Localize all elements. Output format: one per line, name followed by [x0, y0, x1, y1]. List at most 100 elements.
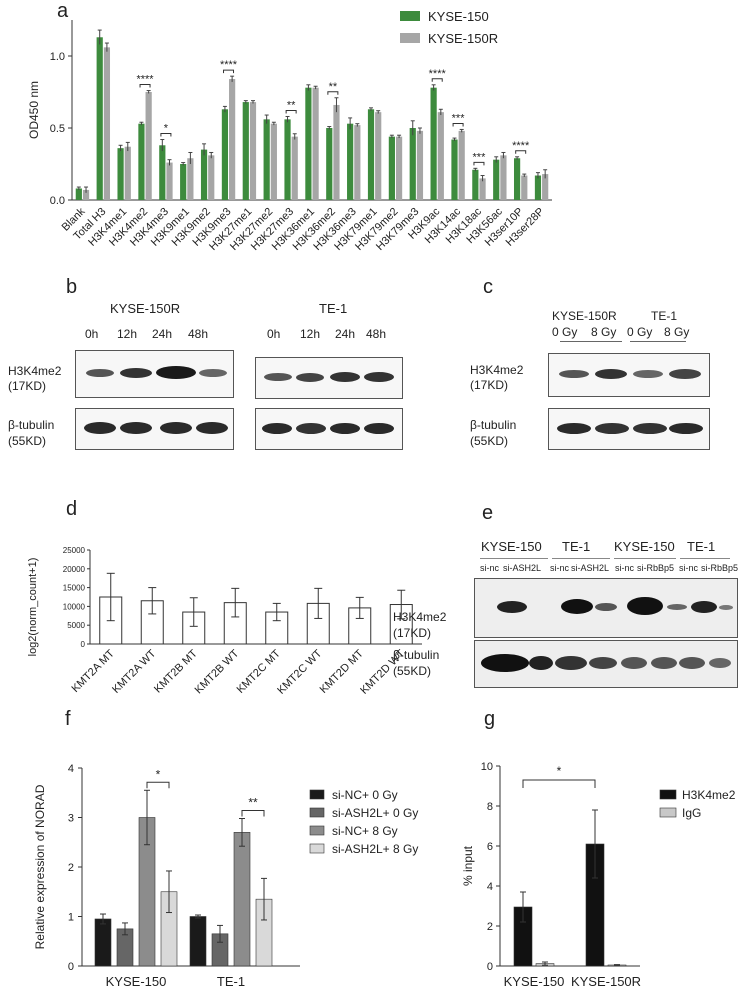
a-sig-bracket: [452, 122, 464, 127]
panel-e-label: e: [482, 502, 494, 524]
blot-b-right-tubulin: [255, 408, 403, 450]
blot-b-left-tubulin: [75, 408, 234, 450]
panel-c-row1-label: H3K4me2: [470, 363, 524, 377]
panel-b-time: 48h: [188, 327, 209, 341]
blot-e-tubulin: [474, 640, 738, 688]
a-bar: [500, 155, 507, 200]
g-y-tick-label: 4: [487, 881, 493, 893]
a-sig-label: ***: [452, 112, 466, 124]
panel-c-dose: 8 Gy: [664, 325, 690, 339]
f-x-tick-label: TE-1: [217, 974, 245, 989]
a-legend-label: KYSE-150: [428, 9, 489, 24]
panel-c-label: c: [483, 276, 493, 298]
panel-b-time: 0h: [267, 327, 281, 341]
a-bar: [472, 169, 479, 200]
a-sig-bracket: [431, 78, 443, 82]
a-bar: [263, 119, 270, 200]
a-bar: [103, 47, 111, 200]
g-y-axis-label: % input: [461, 845, 475, 886]
g-y-tick-label: 10: [481, 761, 493, 773]
panel-e-group: TE-1: [562, 539, 591, 554]
panel-b-row2-kd: (55KD): [8, 434, 47, 448]
f-y-axis-label: Relative expression of NORAD: [33, 784, 47, 949]
a-bar: [138, 123, 145, 200]
a-sig-bracket: [160, 133, 172, 137]
a-y-axis-label: OD450 nm: [27, 81, 41, 139]
f-bar: [233, 832, 251, 967]
a-bar: [437, 112, 444, 200]
blot-c-h3k4me2: [548, 353, 710, 397]
panel-c-group: KYSE-150R: [552, 309, 617, 323]
f-legend-label: si-ASH2L+ 8 Gy: [332, 842, 418, 856]
a-bar: [187, 158, 194, 200]
panel-b-time: 12h: [300, 327, 321, 341]
a-bar: [326, 128, 333, 200]
a-bar: [534, 175, 542, 200]
d-y-axis-label: log2(norm_count+1): [27, 558, 39, 657]
g-legend-label: H3K4me2: [682, 788, 736, 802]
g-y-tick-label: 8: [487, 801, 493, 813]
panel-e-row2-label: β-tubulin: [393, 648, 440, 662]
a-bar: [270, 123, 277, 200]
g-y-tick-label: 2: [487, 921, 493, 933]
panel-d-label: d: [66, 498, 78, 520]
a-sig-label: ****: [429, 68, 447, 80]
panel-f-chart: 0 1 2 3 4 Relative expression of NORAD KYSE-15…: [33, 763, 418, 989]
g-sig-bracket: [522, 779, 596, 788]
panel-c-dose: 0 Gy: [552, 325, 578, 339]
a-bar: [242, 102, 249, 200]
a-bar: [409, 128, 416, 200]
d-y-tick-label: 20000: [63, 565, 86, 574]
f-legend-label: si-NC+ 8 Gy: [332, 824, 398, 838]
a-bar: [82, 189, 90, 200]
a-bar: [513, 158, 521, 200]
d-y-tick-label: 5000: [67, 621, 85, 630]
a-y-tick-label: 0.0: [50, 195, 65, 207]
a-legend-label: KYSE-150R: [428, 31, 498, 46]
a-sig-label: ***: [473, 151, 487, 163]
g-legend-swatch: [659, 789, 677, 800]
a-bar: [395, 136, 403, 200]
g-legend-swatch: [659, 807, 677, 818]
panel-e-row1-kd: (17KD): [393, 626, 432, 640]
panel-c-dose: 0 Gy: [627, 325, 653, 339]
a-bar: [221, 109, 229, 200]
a-bar: [229, 79, 236, 200]
panel-e-lane: si-nc: [615, 563, 635, 573]
a-bar: [208, 155, 215, 200]
panel-e-lane: si-ASH2L: [503, 563, 542, 573]
panel-a-label: a: [57, 0, 69, 22]
a-bar: [354, 125, 361, 200]
a-bar: [430, 87, 437, 200]
f-bar: [189, 916, 207, 967]
a-bar: [388, 136, 395, 200]
a-sig-bracket: [515, 150, 527, 154]
a-bar: [284, 119, 291, 200]
panel-c-underline: [630, 341, 686, 342]
f-y-tick-label: 0: [68, 961, 74, 973]
panel-e-lane: si-RbBp5: [637, 563, 675, 573]
a-y-tick-label: 1.0: [50, 51, 65, 63]
panel-c-underline: [560, 341, 622, 342]
d-y-tick-label: 10000: [63, 602, 86, 611]
d-x-tick-label: KMT2B WT: [193, 647, 242, 696]
a-sig-bracket: [139, 84, 151, 88]
a-bar: [124, 146, 131, 200]
panel-b-time: 24h: [335, 327, 356, 341]
a-sig-label: *: [164, 123, 169, 135]
a-bar: [117, 148, 124, 200]
blot-c-tubulin: [548, 408, 710, 450]
f-y-tick-label: 4: [68, 763, 74, 775]
panel-c-row2-label: β-tubulin: [470, 418, 517, 432]
f-legend-swatch: [309, 807, 325, 818]
f-legend-label: si-ASH2L+ 0 Gy: [332, 806, 418, 820]
a-bar: [451, 139, 458, 200]
a-bar: [166, 162, 173, 200]
d-y-tick-label: 25000: [63, 546, 86, 555]
panel-b-label: b: [66, 276, 78, 298]
d-y-tick-label: 15000: [63, 584, 86, 593]
panel-e-underline: [680, 558, 730, 559]
a-bar: [305, 87, 312, 200]
a-sig-bracket: [473, 161, 485, 166]
panel-c-row1-kd: (17KD): [470, 378, 509, 392]
